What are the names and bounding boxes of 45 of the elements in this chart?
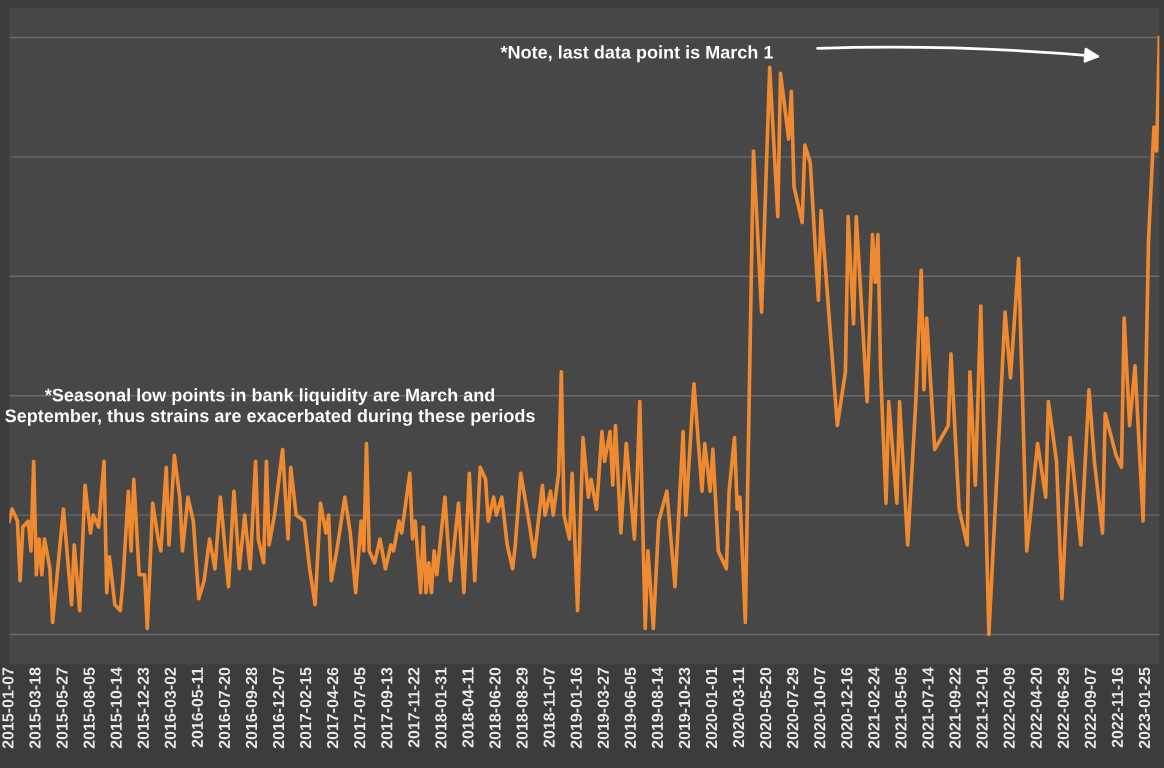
x-tick-label: 2022-11-16 [1111, 667, 1124, 748]
x-tick-label: 2019-08-14 [651, 667, 664, 749]
x-tick-label: 2020-03-11 [732, 667, 745, 748]
x-tick-label: 2022-04-20 [1030, 667, 1042, 749]
x-tick-label: 2020-07-29 [787, 667, 799, 749]
x-tick-label: 2021-09-22 [949, 667, 961, 749]
x-tick-label: 2022-09-07 [1084, 667, 1096, 749]
x-tick-label: 2021-12-01 [976, 667, 988, 749]
x-tick-label: 2017-04-26 [327, 667, 339, 749]
x-tick-label: 2021-07-14 [922, 667, 934, 749]
x-tick-label: 2016-09-28 [245, 667, 258, 749]
annotation: *Note, last data point is March 1 [500, 45, 773, 63]
x-tick-label: 2023-01-25 [1138, 667, 1151, 749]
x-tick-label: 2018-04-11 [462, 667, 474, 748]
x-tick-label: 2019-01-16 [570, 667, 582, 749]
x-tick-label: 2016-07-20 [218, 667, 231, 749]
x-tick-label: 2022-02-09 [1003, 667, 1015, 749]
x-tick-label: 2018-06-20 [489, 667, 501, 749]
x-tick-label: 2020-10-07 [814, 667, 826, 749]
x-tick-label: 2017-07-05 [354, 667, 366, 749]
x-tick-label: 2017-09-13 [381, 667, 393, 749]
x-tick-label: 2020-05-20 [759, 667, 772, 749]
x-tick-label: 2018-11-07 [543, 667, 555, 748]
x-tick-label: 2021-02-24 [868, 667, 880, 749]
x-tick-label: 2019-03-27 [597, 667, 609, 749]
x-tick-label: 2015-10-14 [110, 667, 122, 749]
x-tick-label: 2019-06-05 [624, 667, 636, 749]
x-tick-label: 2019-10-23 [678, 667, 691, 749]
x-tick-label: 2016-12-07 [272, 667, 285, 749]
x-tick-label: 2021-05-05 [895, 667, 907, 749]
annotation: *Seasonal low points in bank liquidity are March and September, thus strains are exacerbated during these periods [5, 388, 535, 426]
x-tick-label: 2016-03-02 [164, 667, 176, 749]
x-tick-label: 2022-06-29 [1057, 667, 1069, 749]
x-tick-label: 2015-03-18 [29, 667, 41, 749]
x-tick-label: 2015-05-27 [56, 667, 68, 749]
x-tick-label: 2020-12-16 [841, 667, 853, 749]
x-tick-label: 2018-08-29 [516, 667, 528, 749]
x-tick-label: 2018-01-31 [435, 667, 447, 749]
x-tick-label: 2020-01-01 [705, 667, 718, 749]
x-tick-label: 2017-02-15 [299, 667, 312, 749]
x-tick-label: 2015-08-05 [83, 667, 95, 749]
x-tick-label: 2015-12-23 [137, 667, 149, 749]
x-tick-label: 2016-05-11 [191, 667, 204, 748]
x-tick-label: 2015-01-07 [2, 667, 14, 749]
x-tick-label: 2017-11-22 [408, 667, 420, 748]
